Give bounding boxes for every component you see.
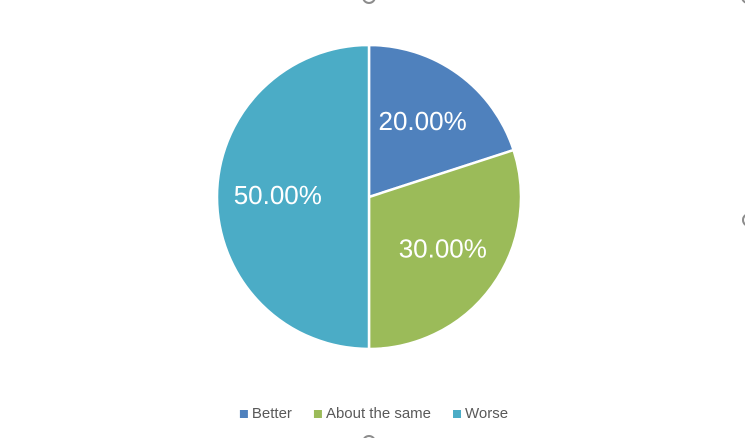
legend-swatch <box>453 410 462 418</box>
pie-slice <box>215 43 371 351</box>
data-label: 20.00% <box>379 106 467 136</box>
pie-slice <box>367 148 523 351</box>
legend-item: About the same <box>313 405 431 422</box>
legend-label: About the same <box>326 405 431 422</box>
data-label: 50.00% <box>234 180 322 210</box>
selection-handle <box>362 0 376 4</box>
legend-label: Better <box>252 405 292 422</box>
data-label: 30.00% <box>399 233 487 263</box>
pie-slice <box>367 43 516 199</box>
legend: Better About the same Worse <box>239 405 508 422</box>
legend-label: Worse <box>465 405 508 422</box>
legend-swatch <box>239 410 248 418</box>
pie: 20.00% 30.00% 50.00% <box>215 43 523 351</box>
legend-item: Better <box>239 405 292 422</box>
legend-item: Worse <box>453 405 508 422</box>
legend-swatch <box>313 410 322 418</box>
selection-handle <box>741 0 745 4</box>
